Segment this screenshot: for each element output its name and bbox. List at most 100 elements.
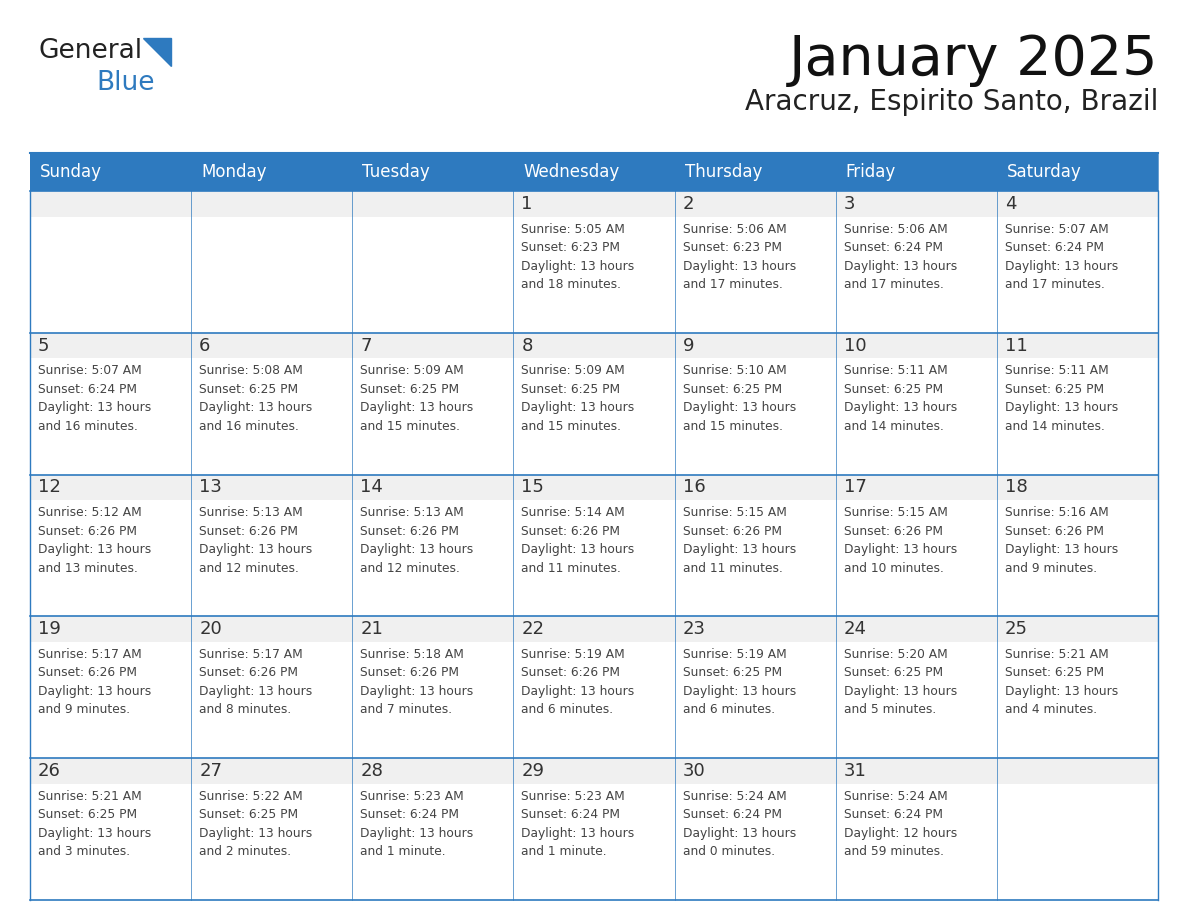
Bar [513, 642, 675, 758]
Text: Sunrise: 5:13 AM
Sunset: 6:26 PM
Daylight: 13 hours
and 12 minutes.: Sunrise: 5:13 AM Sunset: 6:26 PM Dayligh… [200, 506, 312, 575]
Bar [513, 758, 675, 784]
Bar [191, 153, 353, 191]
Text: 27: 27 [200, 762, 222, 780]
Bar [353, 191, 513, 217]
Text: Blue: Blue [96, 70, 154, 96]
Bar [835, 217, 997, 333]
Text: 31: 31 [843, 762, 866, 780]
Bar [675, 758, 835, 784]
Bar [835, 500, 997, 616]
Bar [353, 500, 513, 616]
Text: 19: 19 [38, 621, 61, 638]
Bar [997, 784, 1158, 900]
Text: Aracruz, Espirito Santo, Brazil: Aracruz, Espirito Santo, Brazil [745, 88, 1158, 116]
Polygon shape [143, 38, 171, 66]
Text: 30: 30 [683, 762, 706, 780]
Text: Saturday: Saturday [1007, 163, 1081, 181]
Text: Sunrise: 5:13 AM
Sunset: 6:26 PM
Daylight: 13 hours
and 12 minutes.: Sunrise: 5:13 AM Sunset: 6:26 PM Dayligh… [360, 506, 474, 575]
Text: Sunrise: 5:09 AM
Sunset: 6:25 PM
Daylight: 13 hours
and 15 minutes.: Sunrise: 5:09 AM Sunset: 6:25 PM Dayligh… [360, 364, 474, 432]
Bar [513, 333, 675, 358]
Text: 6: 6 [200, 337, 210, 354]
Bar [675, 333, 835, 358]
Text: 3: 3 [843, 195, 855, 213]
Bar [997, 616, 1158, 642]
Bar [191, 475, 353, 500]
Text: Friday: Friday [846, 163, 896, 181]
Text: Monday: Monday [201, 163, 266, 181]
Bar [513, 153, 675, 191]
Bar [513, 191, 675, 217]
Bar [997, 217, 1158, 333]
Bar [30, 191, 191, 217]
Text: 14: 14 [360, 478, 384, 497]
Bar [353, 642, 513, 758]
Text: 21: 21 [360, 621, 384, 638]
Text: 23: 23 [683, 621, 706, 638]
Bar [30, 616, 191, 642]
Bar [353, 333, 513, 358]
Text: 5: 5 [38, 337, 50, 354]
Text: 26: 26 [38, 762, 61, 780]
Bar [513, 475, 675, 500]
Text: 22: 22 [522, 621, 544, 638]
Text: Sunrise: 5:24 AM
Sunset: 6:24 PM
Daylight: 12 hours
and 59 minutes.: Sunrise: 5:24 AM Sunset: 6:24 PM Dayligh… [843, 789, 958, 858]
Text: 12: 12 [38, 478, 61, 497]
Bar [675, 153, 835, 191]
Bar [191, 358, 353, 475]
Bar [513, 500, 675, 616]
Bar [353, 153, 513, 191]
Text: 25: 25 [1005, 621, 1028, 638]
Bar [353, 616, 513, 642]
Text: Sunrise: 5:08 AM
Sunset: 6:25 PM
Daylight: 13 hours
and 16 minutes.: Sunrise: 5:08 AM Sunset: 6:25 PM Dayligh… [200, 364, 312, 432]
Bar [513, 616, 675, 642]
Text: January 2025: January 2025 [789, 33, 1158, 87]
Text: Sunrise: 5:15 AM
Sunset: 6:26 PM
Daylight: 13 hours
and 11 minutes.: Sunrise: 5:15 AM Sunset: 6:26 PM Dayligh… [683, 506, 796, 575]
Bar [30, 475, 191, 500]
Text: Sunrise: 5:21 AM
Sunset: 6:25 PM
Daylight: 13 hours
and 3 minutes.: Sunrise: 5:21 AM Sunset: 6:25 PM Dayligh… [38, 789, 151, 858]
Bar [513, 358, 675, 475]
Text: 9: 9 [683, 337, 694, 354]
Text: Sunrise: 5:19 AM
Sunset: 6:26 PM
Daylight: 13 hours
and 6 minutes.: Sunrise: 5:19 AM Sunset: 6:26 PM Dayligh… [522, 648, 634, 716]
Text: 11: 11 [1005, 337, 1028, 354]
Bar [30, 358, 191, 475]
Text: 7: 7 [360, 337, 372, 354]
Text: Sunrise: 5:20 AM
Sunset: 6:25 PM
Daylight: 13 hours
and 5 minutes.: Sunrise: 5:20 AM Sunset: 6:25 PM Dayligh… [843, 648, 958, 716]
Text: 1: 1 [522, 195, 532, 213]
Bar [191, 500, 353, 616]
Bar [675, 475, 835, 500]
Text: Sunrise: 5:17 AM
Sunset: 6:26 PM
Daylight: 13 hours
and 8 minutes.: Sunrise: 5:17 AM Sunset: 6:26 PM Dayligh… [200, 648, 312, 716]
Text: Sunrise: 5:19 AM
Sunset: 6:25 PM
Daylight: 13 hours
and 6 minutes.: Sunrise: 5:19 AM Sunset: 6:25 PM Dayligh… [683, 648, 796, 716]
Bar [353, 784, 513, 900]
Text: Sunrise: 5:07 AM
Sunset: 6:24 PM
Daylight: 13 hours
and 17 minutes.: Sunrise: 5:07 AM Sunset: 6:24 PM Dayligh… [1005, 222, 1118, 291]
Bar [997, 500, 1158, 616]
Bar [30, 153, 191, 191]
Text: Sunrise: 5:15 AM
Sunset: 6:26 PM
Daylight: 13 hours
and 10 minutes.: Sunrise: 5:15 AM Sunset: 6:26 PM Dayligh… [843, 506, 958, 575]
Text: Sunrise: 5:24 AM
Sunset: 6:24 PM
Daylight: 13 hours
and 0 minutes.: Sunrise: 5:24 AM Sunset: 6:24 PM Dayligh… [683, 789, 796, 858]
Text: Sunrise: 5:14 AM
Sunset: 6:26 PM
Daylight: 13 hours
and 11 minutes.: Sunrise: 5:14 AM Sunset: 6:26 PM Dayligh… [522, 506, 634, 575]
Bar [353, 758, 513, 784]
Bar [997, 153, 1158, 191]
Bar [835, 153, 997, 191]
Bar [675, 642, 835, 758]
Bar [191, 784, 353, 900]
Text: Sunrise: 5:09 AM
Sunset: 6:25 PM
Daylight: 13 hours
and 15 minutes.: Sunrise: 5:09 AM Sunset: 6:25 PM Dayligh… [522, 364, 634, 432]
Text: Sunrise: 5:17 AM
Sunset: 6:26 PM
Daylight: 13 hours
and 9 minutes.: Sunrise: 5:17 AM Sunset: 6:26 PM Dayligh… [38, 648, 151, 716]
Text: Sunday: Sunday [40, 163, 102, 181]
Bar [835, 784, 997, 900]
Text: 28: 28 [360, 762, 384, 780]
Bar [835, 475, 997, 500]
Text: 24: 24 [843, 621, 867, 638]
Text: Sunrise: 5:07 AM
Sunset: 6:24 PM
Daylight: 13 hours
and 16 minutes.: Sunrise: 5:07 AM Sunset: 6:24 PM Dayligh… [38, 364, 151, 432]
Bar [675, 500, 835, 616]
Text: Thursday: Thursday [684, 163, 762, 181]
Bar [997, 191, 1158, 217]
Text: 17: 17 [843, 478, 866, 497]
Bar [30, 217, 191, 333]
Bar [353, 217, 513, 333]
Bar [997, 358, 1158, 475]
Bar [675, 358, 835, 475]
Text: 4: 4 [1005, 195, 1017, 213]
Text: Sunrise: 5:11 AM
Sunset: 6:25 PM
Daylight: 13 hours
and 14 minutes.: Sunrise: 5:11 AM Sunset: 6:25 PM Dayligh… [843, 364, 958, 432]
Text: 10: 10 [843, 337, 866, 354]
Text: 13: 13 [200, 478, 222, 497]
